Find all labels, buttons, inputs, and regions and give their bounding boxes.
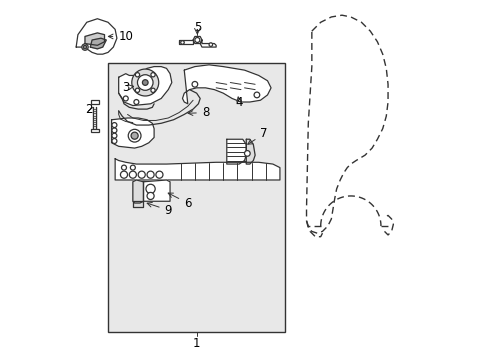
Circle shape	[135, 73, 140, 77]
Polygon shape	[76, 19, 117, 54]
Text: 10: 10	[108, 30, 133, 43]
Circle shape	[192, 81, 197, 87]
Circle shape	[137, 75, 153, 90]
Polygon shape	[246, 139, 255, 164]
Polygon shape	[111, 118, 154, 148]
Circle shape	[142, 80, 148, 85]
Text: 2: 2	[84, 103, 92, 116]
Text: 6: 6	[168, 193, 191, 210]
Polygon shape	[143, 180, 170, 201]
Text: 7: 7	[247, 127, 267, 144]
Circle shape	[120, 171, 127, 178]
Circle shape	[151, 73, 155, 77]
Polygon shape	[182, 65, 270, 104]
Bar	[91, 100, 99, 104]
Text: 8: 8	[188, 106, 209, 119]
Text: 9: 9	[147, 202, 172, 217]
Circle shape	[112, 139, 117, 144]
Circle shape	[112, 133, 117, 138]
Circle shape	[129, 171, 136, 178]
Circle shape	[130, 165, 135, 170]
Polygon shape	[200, 40, 216, 47]
Polygon shape	[179, 40, 193, 44]
Circle shape	[134, 100, 139, 104]
Circle shape	[121, 165, 126, 170]
Circle shape	[209, 43, 212, 46]
Circle shape	[147, 192, 154, 199]
Bar	[108, 63, 285, 332]
Circle shape	[132, 69, 159, 96]
Circle shape	[244, 150, 250, 156]
Text: 5: 5	[193, 21, 201, 34]
Text: 3: 3	[122, 81, 133, 94]
Circle shape	[145, 184, 155, 193]
Polygon shape	[193, 36, 202, 44]
Circle shape	[128, 129, 141, 142]
Circle shape	[151, 88, 155, 93]
Text: 4: 4	[235, 95, 243, 108]
Circle shape	[135, 88, 140, 93]
Text: 1: 1	[192, 337, 200, 350]
Circle shape	[131, 132, 138, 139]
Circle shape	[138, 171, 145, 178]
Circle shape	[254, 92, 259, 98]
Polygon shape	[133, 180, 143, 203]
Polygon shape	[85, 33, 104, 45]
Polygon shape	[226, 139, 246, 164]
Circle shape	[83, 45, 86, 49]
Circle shape	[181, 41, 184, 44]
Circle shape	[81, 44, 88, 50]
Polygon shape	[119, 67, 171, 105]
Circle shape	[112, 123, 117, 127]
Circle shape	[156, 171, 163, 178]
Polygon shape	[115, 159, 279, 180]
Circle shape	[112, 128, 117, 133]
Circle shape	[147, 171, 154, 178]
Circle shape	[123, 96, 128, 101]
Bar	[91, 129, 99, 132]
Circle shape	[195, 37, 200, 42]
Polygon shape	[90, 38, 106, 49]
Polygon shape	[133, 201, 143, 207]
